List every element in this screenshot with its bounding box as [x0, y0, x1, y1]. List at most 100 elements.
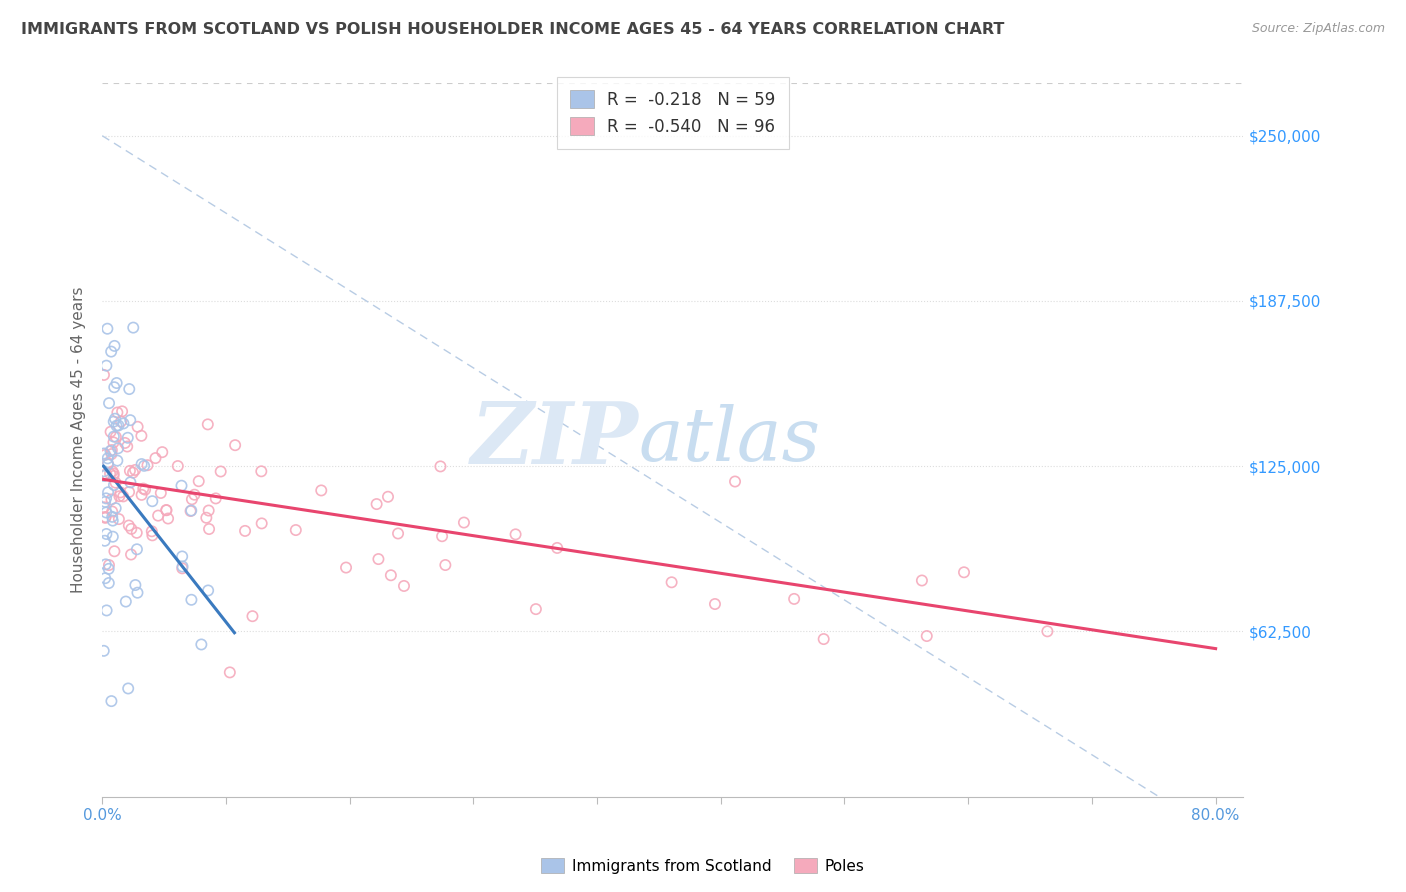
Point — [783, 591, 806, 606]
Legend: R =  -0.218   N = 59, R =  -0.540   N = 96: R = -0.218 N = 59, R = -0.540 N = 96 — [557, 77, 789, 149]
Point — [505, 527, 527, 541]
Point — [101, 465, 124, 479]
Point — [94, 558, 117, 572]
Point — [100, 492, 122, 507]
Point — [125, 542, 148, 557]
Point — [94, 448, 117, 462]
Point — [250, 464, 273, 478]
Point — [104, 501, 127, 516]
Point — [197, 417, 219, 432]
Point — [94, 511, 117, 525]
Point — [131, 488, 153, 502]
Point — [94, 510, 117, 524]
Point — [704, 597, 727, 611]
Point — [197, 583, 219, 598]
Point — [118, 518, 141, 533]
Point — [100, 447, 122, 461]
Point — [117, 431, 139, 445]
Point — [94, 491, 117, 506]
Point — [97, 458, 120, 472]
Point — [103, 435, 125, 450]
Point — [180, 503, 202, 517]
Point — [172, 559, 194, 574]
Point — [209, 465, 232, 479]
Point — [100, 694, 122, 708]
Point — [118, 382, 141, 396]
Point — [100, 444, 122, 458]
Point — [96, 359, 118, 373]
Text: IMMIGRANTS FROM SCOTLAND VS POLISH HOUSEHOLDER INCOME AGES 45 - 64 YEARS CORRELA: IMMIGRANTS FROM SCOTLAND VS POLISH HOUSE… — [21, 22, 1004, 37]
Point — [180, 492, 202, 507]
Point — [93, 464, 115, 478]
Point — [97, 451, 120, 466]
Point — [104, 430, 127, 444]
Point — [93, 644, 115, 658]
Point — [149, 486, 172, 500]
Point — [124, 463, 146, 477]
Point — [1036, 624, 1059, 639]
Point — [105, 418, 128, 433]
Point — [204, 491, 226, 506]
Point — [103, 469, 125, 483]
Point — [136, 458, 159, 473]
Point — [380, 568, 402, 582]
Point — [190, 637, 212, 651]
Point — [187, 474, 209, 488]
Point — [434, 558, 457, 572]
Point — [103, 467, 125, 481]
Point — [131, 457, 153, 471]
Point — [114, 436, 136, 450]
Point — [198, 522, 221, 536]
Point — [309, 483, 332, 498]
Point — [813, 632, 835, 646]
Point — [103, 415, 125, 429]
Y-axis label: Householder Income Ages 45 - 64 years: Householder Income Ages 45 - 64 years — [72, 286, 86, 593]
Point — [218, 665, 240, 680]
Point — [111, 404, 134, 418]
Point — [141, 528, 163, 542]
Point — [114, 594, 136, 608]
Point — [155, 503, 177, 517]
Point — [97, 576, 120, 591]
Point — [335, 560, 357, 574]
Point — [242, 609, 264, 624]
Point — [117, 681, 139, 696]
Point — [118, 485, 141, 500]
Point — [94, 533, 117, 548]
Point — [132, 458, 155, 473]
Point — [124, 578, 146, 592]
Point — [195, 510, 218, 524]
Point — [724, 475, 747, 489]
Point — [166, 458, 188, 473]
Point — [93, 368, 115, 382]
Point — [141, 524, 163, 539]
Point — [120, 475, 142, 490]
Point — [429, 459, 451, 474]
Point — [105, 405, 128, 419]
Point — [377, 490, 399, 504]
Point — [118, 464, 141, 478]
Point — [134, 483, 156, 497]
Point — [915, 629, 938, 643]
Point — [103, 429, 125, 443]
Point — [112, 490, 135, 504]
Point — [101, 530, 124, 544]
Point — [93, 446, 115, 460]
Point — [122, 320, 145, 334]
Point — [98, 396, 121, 410]
Point — [108, 512, 131, 526]
Point — [157, 511, 180, 525]
Point — [96, 603, 118, 617]
Point — [367, 552, 389, 566]
Point — [93, 469, 115, 483]
Point — [96, 527, 118, 541]
Point — [127, 585, 149, 599]
Point — [387, 526, 409, 541]
Point — [103, 339, 125, 353]
Point — [101, 443, 124, 458]
Point — [97, 558, 120, 572]
Point — [94, 506, 117, 520]
Point — [146, 508, 169, 523]
Point — [103, 380, 125, 394]
Point — [233, 524, 256, 538]
